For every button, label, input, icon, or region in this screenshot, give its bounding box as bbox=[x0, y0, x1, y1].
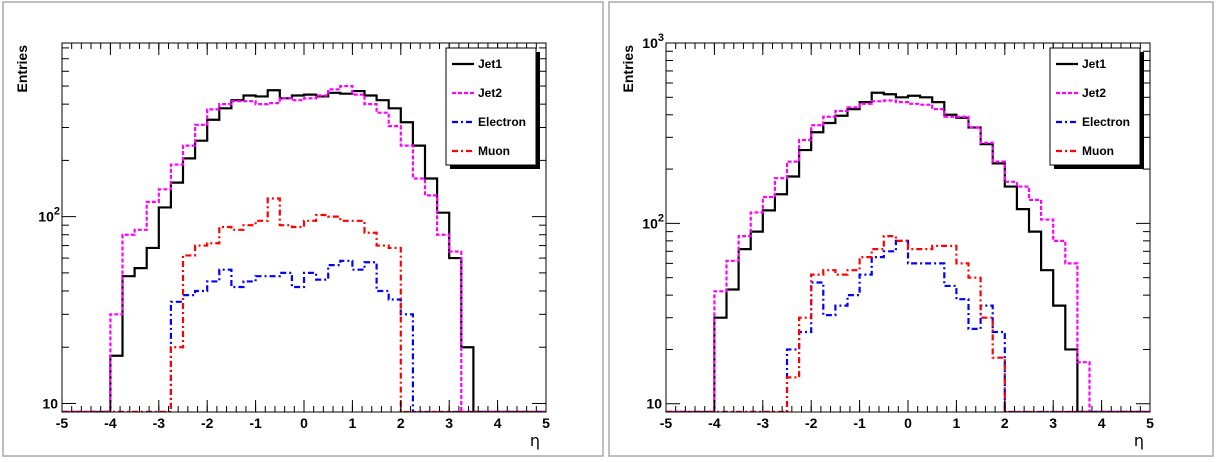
y-tick-label: 103 bbox=[642, 32, 664, 51]
x-tick-label: -1 bbox=[249, 415, 262, 431]
x-tick-label: -1 bbox=[853, 415, 866, 431]
legend-label-jet2: Jet2 bbox=[1082, 86, 1106, 100]
x-tick-label: 1 bbox=[349, 415, 357, 431]
histogram-series-group bbox=[666, 91, 1150, 412]
histogram-panel-1: -5 -4 -3 -2 -1 0 1 2 3 4 5 10 102 Entries η Jet1 Jet2 Ele… bbox=[2, 1, 604, 457]
x-tick-label: 2 bbox=[1001, 415, 1009, 431]
x-tick-label: 3 bbox=[445, 415, 453, 431]
legend-label-electron: Electron bbox=[478, 115, 526, 129]
histogram-line-electron bbox=[62, 259, 546, 412]
x-tick-label: -3 bbox=[153, 415, 166, 431]
legend-box bbox=[445, 47, 537, 166]
x-tick-label: 4 bbox=[1098, 415, 1106, 431]
x-tick-label: 0 bbox=[300, 415, 308, 431]
y-tick-label: 102 bbox=[38, 206, 60, 225]
x-axis: -5 -4 -3 -2 -1 0 1 2 3 4 5 bbox=[56, 43, 550, 431]
x-tick-label: 0 bbox=[904, 415, 912, 431]
legend-label-jet1: Jet1 bbox=[478, 57, 502, 71]
x-tick-label: 5 bbox=[1146, 415, 1154, 431]
legend-label-muon: Muon bbox=[1082, 144, 1114, 158]
x-tick-label: -4 bbox=[708, 415, 721, 431]
y-axis-title: Entries bbox=[620, 45, 636, 93]
histogram-line-muon bbox=[666, 235, 1150, 412]
legend: Jet1 Jet2 Electron Muon bbox=[1049, 47, 1144, 169]
x-tick-label: 2 bbox=[397, 415, 405, 431]
legend-box bbox=[1049, 47, 1141, 166]
histogram-line-jet2 bbox=[666, 99, 1150, 412]
x-tick-label: 3 bbox=[1049, 415, 1057, 431]
y-axis: 10 102 103 bbox=[642, 32, 1150, 413]
histogram-series-group bbox=[62, 84, 546, 412]
legend: Jet1 Jet2 Electron Muon bbox=[445, 47, 540, 169]
y-tick-label: 10 bbox=[646, 396, 662, 412]
x-tick-label: -2 bbox=[201, 415, 214, 431]
x-axis: -5 -4 -3 -2 -1 0 1 2 3 4 5 bbox=[660, 43, 1154, 431]
legend-label-muon: Muon bbox=[478, 144, 510, 158]
legend-label-jet1: Jet1 bbox=[1082, 57, 1106, 71]
x-tick-label: -3 bbox=[757, 415, 770, 431]
x-axis-title: η bbox=[1134, 431, 1144, 450]
x-tick-label: 4 bbox=[494, 415, 502, 431]
histogram-line-jet2 bbox=[62, 84, 546, 412]
x-tick-label: -5 bbox=[56, 415, 69, 431]
x-tick-label: 1 bbox=[953, 415, 961, 431]
x-axis-title: η bbox=[530, 431, 540, 450]
y-axis: 10 102 bbox=[38, 47, 546, 413]
x-tick-label: -2 bbox=[805, 415, 818, 431]
histogram-line-muon bbox=[62, 197, 546, 412]
legend-label-jet2: Jet2 bbox=[478, 86, 502, 100]
histogram-panel-2: -5 -4 -3 -2 -1 0 1 2 3 4 5 10 102 103 Entries η Jet1 Jet2… bbox=[608, 1, 1214, 457]
legend-label-electron: Electron bbox=[1082, 115, 1130, 129]
x-tick-label: 5 bbox=[542, 415, 550, 431]
histogram-line-jet1 bbox=[62, 89, 546, 412]
x-tick-label: -4 bbox=[104, 415, 117, 431]
y-tick-label: 102 bbox=[642, 212, 664, 231]
y-axis-title: Entries bbox=[14, 45, 30, 93]
y-tick-label: 10 bbox=[42, 395, 58, 411]
histogram-line-jet1 bbox=[666, 91, 1150, 412]
x-tick-label: -5 bbox=[660, 415, 673, 431]
